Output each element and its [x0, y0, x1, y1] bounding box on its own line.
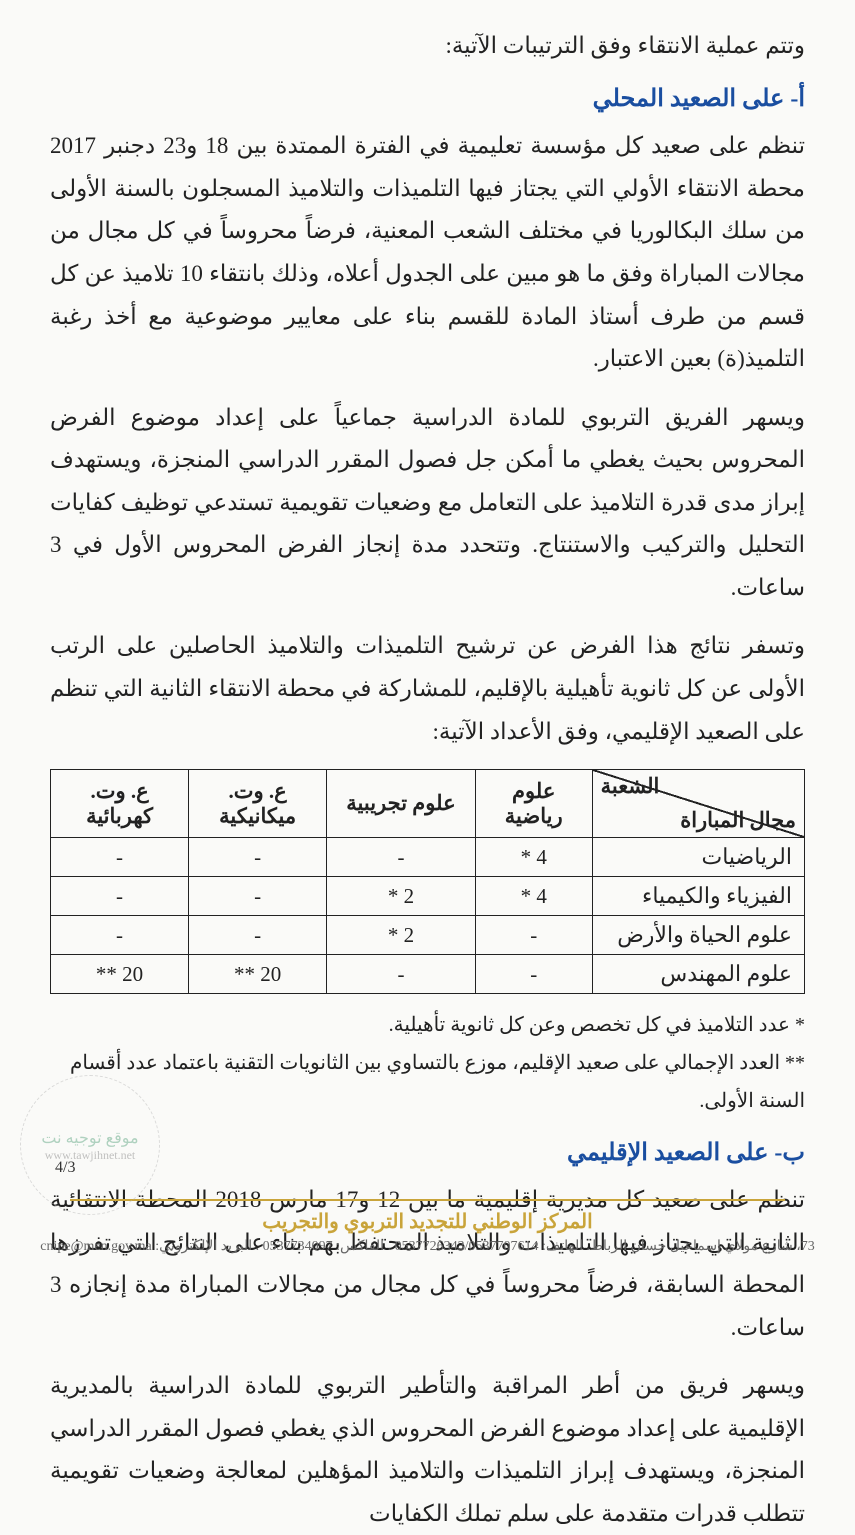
table-cell: - [327, 838, 476, 877]
table-cell: 2 * [327, 877, 476, 916]
section-a-p2: ويسهر الفريق التربوي للمادة الدراسية جما… [50, 397, 805, 610]
footer-divider [70, 1199, 785, 1201]
table-cell: - [189, 877, 327, 916]
table-cell: - [51, 838, 189, 877]
diagonal-header: الشعبة مجال المباراة [592, 770, 804, 838]
section-a-p3: وتسفر نتائج هذا الفرض عن ترشيح التلميذات… [50, 625, 805, 753]
table-row: علوم المهندس--20 **20 ** [51, 955, 805, 994]
selection-table: الشعبة مجال المباراة علوم رياضية علوم تج… [50, 769, 805, 994]
table-cell: - [475, 955, 592, 994]
col-header: علوم رياضية [475, 770, 592, 838]
intro-text: وتتم عملية الانتقاء وفق الترتيبات الآتية… [50, 25, 805, 66]
table-cell: - [327, 955, 476, 994]
section-a-heading: أ- على الصعيد المحلي [50, 84, 805, 113]
footer-contact: 73، شارع مولاي إسماعيل حسان الرباط. الها… [40, 1238, 815, 1255]
col-header: ع. وت. ميكانيكية [189, 770, 327, 838]
footer-title: المركز الوطني للتجديد التربوي والتجريب [40, 1209, 815, 1234]
table-row: الرياضيات4 *--- [51, 838, 805, 877]
table-cell: - [51, 916, 189, 955]
table-cell: 20 ** [189, 955, 327, 994]
row-label: علوم المهندس [592, 955, 804, 994]
section-a-p1: تنظم على صعيد كل مؤسسة تعليمية في الفترة… [50, 125, 805, 380]
table-cell: 2 * [327, 916, 476, 955]
section-b-heading: ب- على الصعيد الإقليمي [50, 1138, 805, 1167]
col-header: ع. وت. كهربائية [51, 770, 189, 838]
diag-bottom-label: مجال المباراة [680, 808, 796, 833]
section-b-p2: ويسهر فريق من أطر المراقبة والتأطير التر… [50, 1365, 805, 1535]
table-cell: - [189, 916, 327, 955]
table-cell: - [475, 916, 592, 955]
row-label: الفيزياء والكيمياء [592, 877, 804, 916]
row-label: علوم الحياة والأرض [592, 916, 804, 955]
table-row: علوم الحياة والأرض-2 *-- [51, 916, 805, 955]
table-cell: - [189, 838, 327, 877]
col-header: علوم تجريبية [327, 770, 476, 838]
table-cell: 4 * [475, 877, 592, 916]
row-label: الرياضيات [592, 838, 804, 877]
table-row: الفيزياء والكيمياء4 *2 *-- [51, 877, 805, 916]
table-cell: 20 ** [51, 955, 189, 994]
table-note-1: * عدد التلاميذ في كل تخصص وعن كل ثانوية … [50, 1006, 805, 1044]
watermark-stamp: موقع توجيه نت www.tawjihnet.net [20, 1075, 160, 1215]
watermark-url: www.tawjihnet.net [45, 1148, 136, 1163]
table-cell: - [51, 877, 189, 916]
watermark-text-ar: موقع توجيه نت [41, 1128, 138, 1148]
table-note-2: ** العدد الإجمالي على صعيد الإقليم، موزع… [50, 1044, 805, 1120]
table-header-row: الشعبة مجال المباراة علوم رياضية علوم تج… [51, 770, 805, 838]
table-cell: 4 * [475, 838, 592, 877]
diag-top-label: الشعبة [601, 774, 660, 799]
